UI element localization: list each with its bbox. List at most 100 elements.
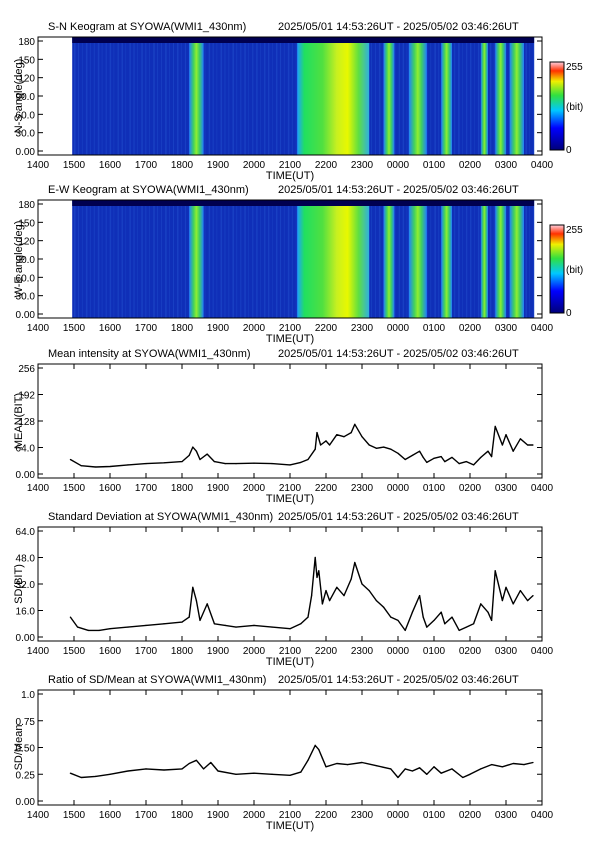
x-tick-label: 1900 [207,810,230,821]
keogram-band [495,206,506,318]
data-point [109,465,111,468]
data-point [163,769,165,771]
data-point [69,458,71,461]
data-point [325,766,327,768]
keogram-streak [145,200,147,318]
x-tick-label: 1800 [171,810,194,821]
keogram-streak [279,37,282,155]
data-point [451,616,453,618]
keogram-streak [426,200,428,318]
keogram-streak [81,37,83,155]
x-tick-label: 0000 [387,323,410,334]
keogram-streak [109,37,112,155]
data-point [361,583,363,585]
keogram-streak [470,37,472,155]
x-tick-label: 1400 [27,323,50,334]
keogram-streak [141,37,143,155]
x-tick-label: 1700 [135,323,158,334]
y-tick-label: 30.0 [16,292,36,303]
keogram-top-strip [72,200,535,206]
data-point [361,436,363,438]
panel-4: Standard Deviation at SYOWA(WMI1_430nm) 2… [13,511,554,668]
keogram-streak [220,37,223,155]
data-point [350,431,352,434]
y-tick-label: 120 [18,237,35,248]
keogram-streak [382,37,384,155]
colorbar [549,224,565,314]
data-point [195,450,197,452]
data-point [181,621,183,623]
keogram-streak [275,200,278,318]
x-tick-label: 1500 [63,323,86,334]
x-tick-label: 2000 [243,323,266,334]
keogram-streak [291,200,293,318]
panel-title: E-W Keogram at SYOWA(WMI1_430nm) [48,184,249,196]
data-point [163,623,165,625]
keogram-streak [287,200,290,318]
keogram-streak [466,200,468,318]
keogram-streak [125,37,127,155]
keogram-streak [224,37,226,155]
data-point [494,570,496,572]
data-point [195,599,197,602]
y-tick-label: 0.00 [16,633,36,644]
x-tick-label: 1900 [207,160,230,171]
x-tick-label: 2200 [315,483,338,494]
keogram-streak [264,200,266,318]
panel-title: S-N Keogram at SYOWA(WMI1_430nm) [48,21,246,33]
data-point [195,759,197,761]
data-point [480,456,482,459]
data-point [354,561,356,564]
keogram-streak [117,37,119,155]
data-point [532,594,534,597]
keogram-streak [228,37,230,155]
data-point [199,458,201,461]
keogram-streak [176,200,179,318]
x-tick-label: 2000 [243,646,266,657]
x-tick-label: 0100 [423,323,446,334]
keogram-streak [113,200,115,318]
data-point [426,773,428,775]
data-point [451,456,453,459]
data-point [289,774,291,776]
data-point [127,464,129,466]
keogram-streak [204,200,206,318]
data-point [316,431,318,434]
x-tick-label: 2200 [315,323,338,334]
keogram-streak [74,37,76,155]
keogram-streak [145,37,147,155]
series-line [70,744,534,779]
y-axis-label: N-S angle(deg) [13,59,25,134]
data-point [411,454,413,456]
data-point [69,772,71,774]
keogram-band [189,206,204,318]
data-point [336,434,338,436]
keogram-streak [466,37,468,155]
keogram-streak [406,200,408,318]
x-tick-label: 2100 [279,323,302,334]
data-point [480,603,482,605]
data-point [419,767,421,769]
data-point [253,624,255,627]
x-tick-label: 2300 [351,810,374,821]
keogram-streak [256,200,258,318]
keogram-streak [382,200,384,318]
data-point [404,458,406,461]
keogram-band [383,206,395,318]
keogram-streak [454,37,456,155]
plot-frame [37,363,543,479]
keogram-streak [85,37,88,155]
data-point [501,444,503,446]
keogram-streak [105,200,107,318]
x-tick-label: 1400 [27,646,50,657]
keogram-streak [268,200,270,318]
keogram-band [408,43,427,155]
colorbar-max-label: 255 [566,225,583,236]
keogram-streak [378,200,381,318]
keogram-streak [402,37,405,155]
keogram-streak [137,37,138,155]
keogram-streak [272,200,273,318]
keogram-streak [434,200,436,318]
data-point [465,626,467,628]
